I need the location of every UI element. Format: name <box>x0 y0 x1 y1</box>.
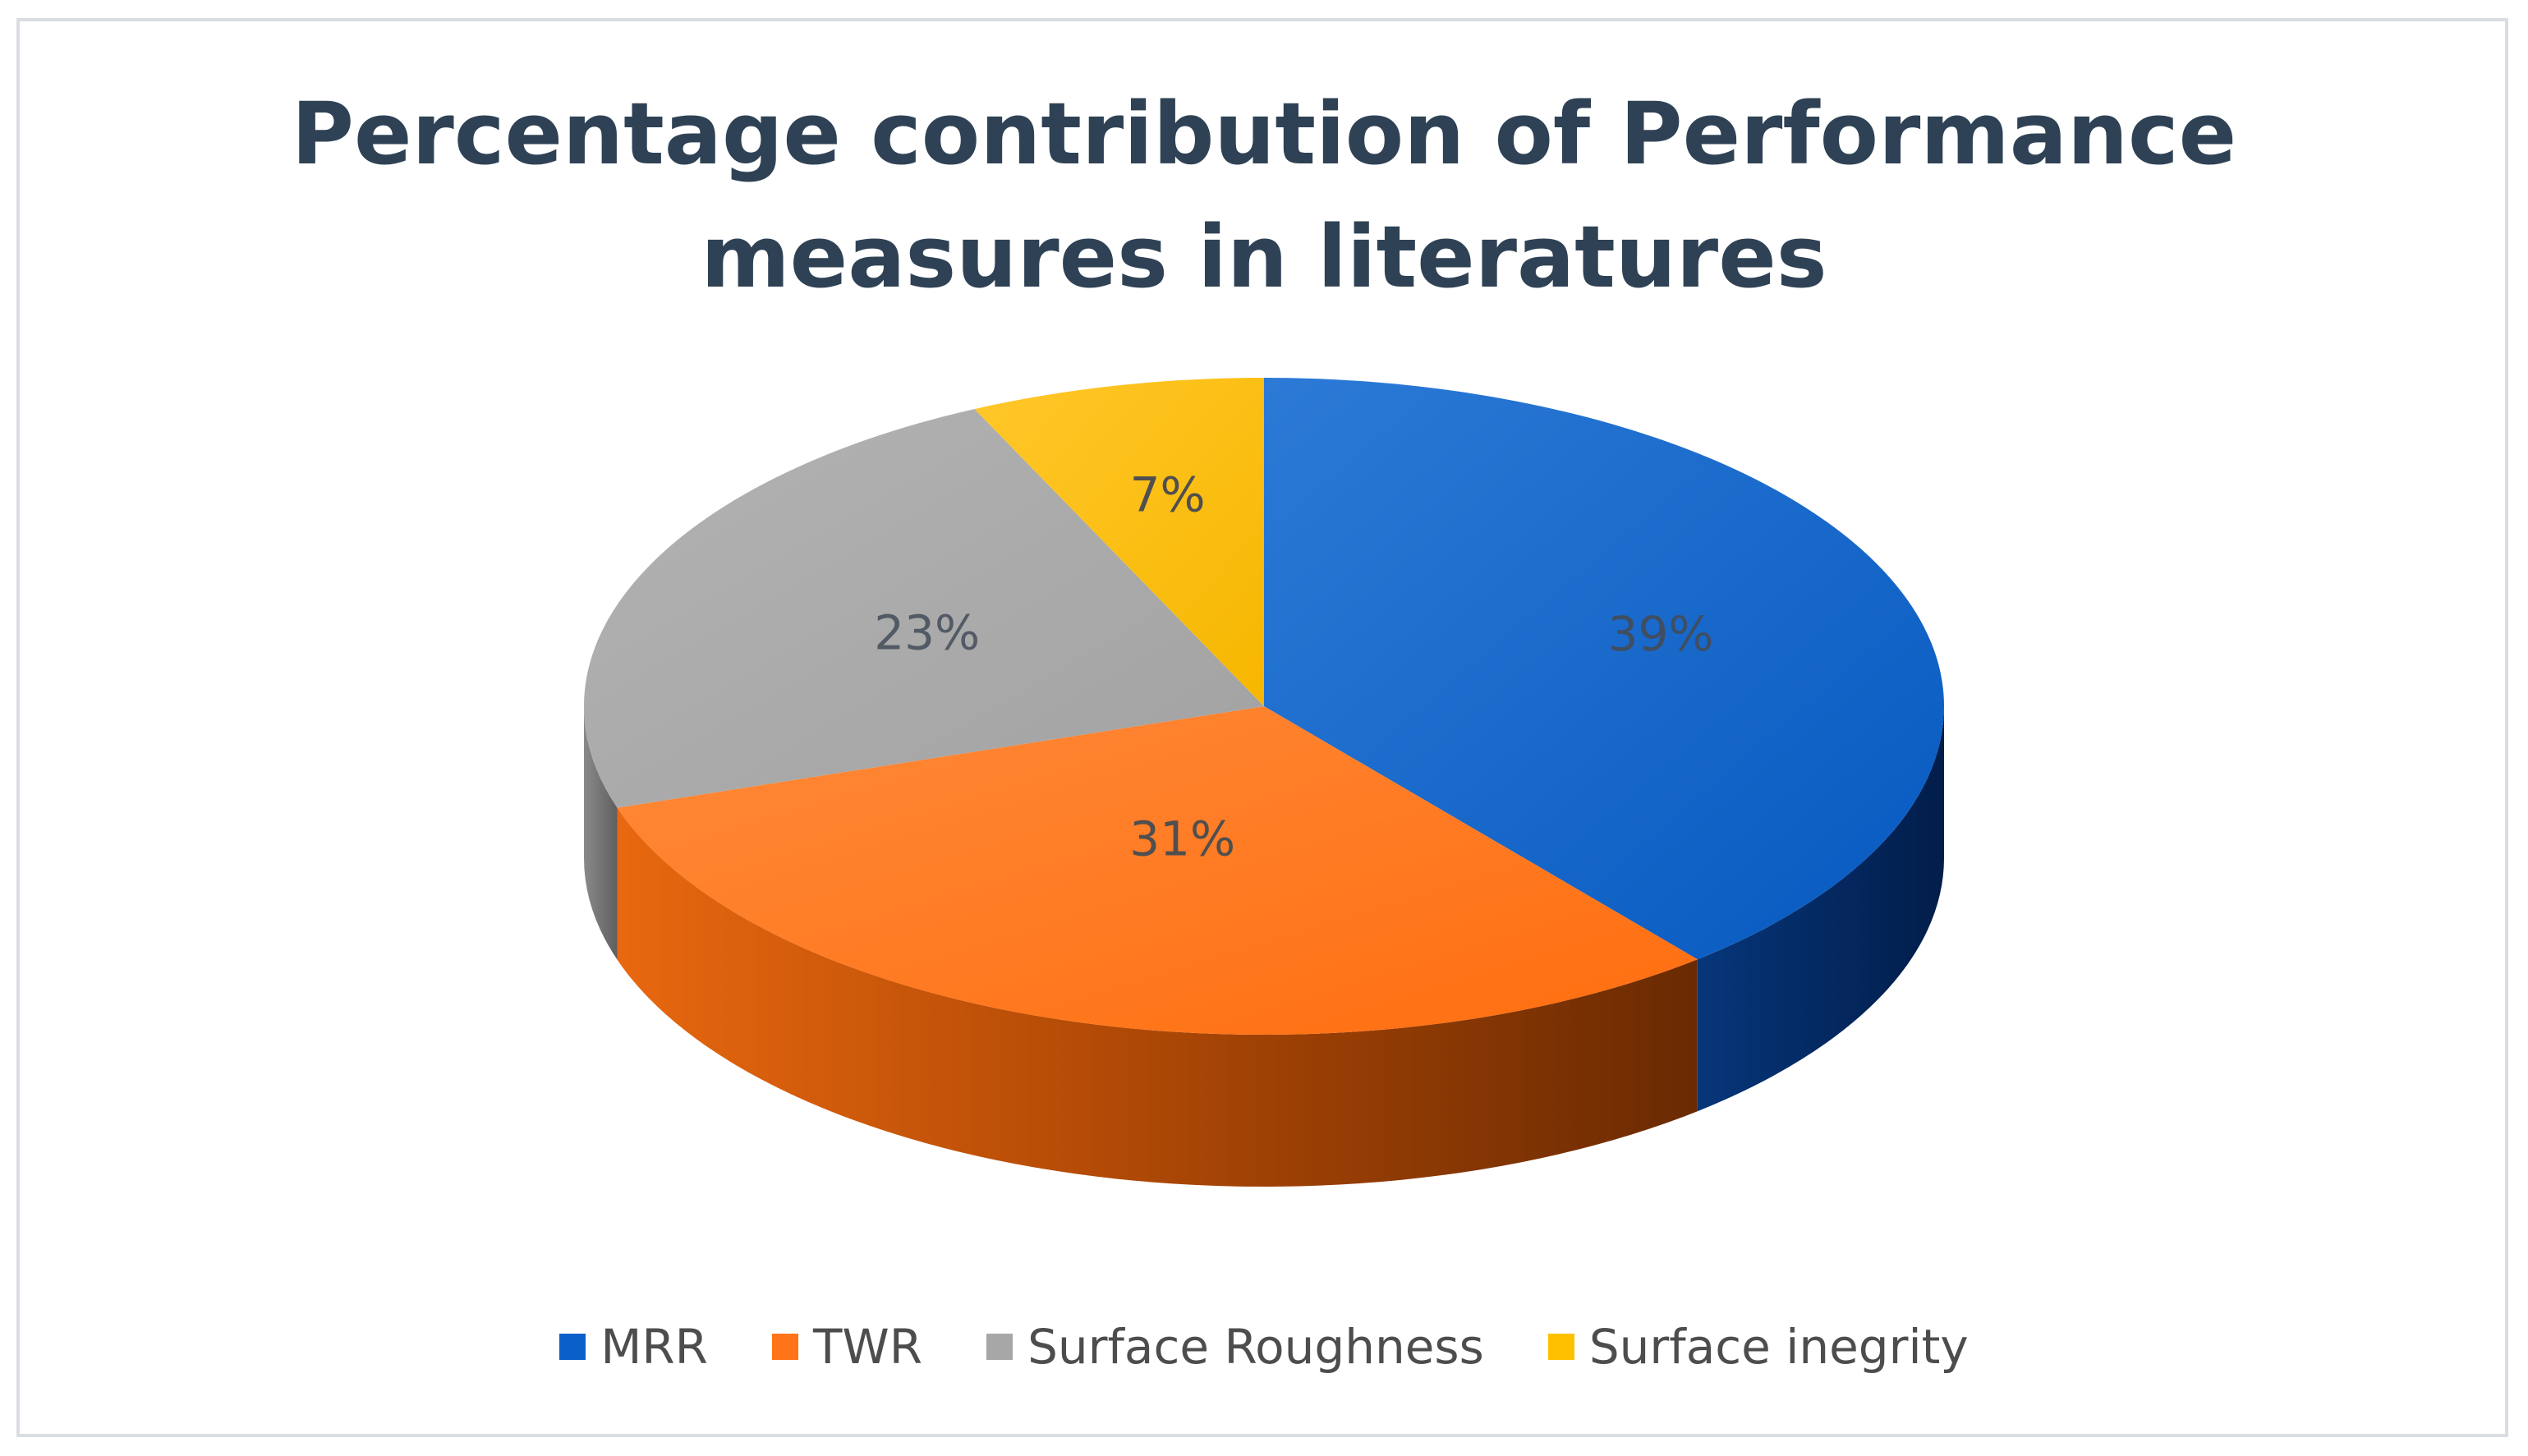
data-label-twr: 31% <box>1129 811 1235 866</box>
pie-slice-surface-inegrity <box>974 378 1264 706</box>
legend: MRR TWR Surface Roughness Surface inegrity <box>0 1314 2528 1380</box>
chart-title-line-1: Percentage contribution of Performance <box>291 84 2237 184</box>
legend-swatch-twr <box>771 1334 798 1360</box>
legend-item-surface-inegrity: Surface inegrity <box>1547 1319 1969 1375</box>
pie-slice-twr <box>617 706 1698 1035</box>
pie-tops <box>584 378 1945 1035</box>
legend-swatch-surface-roughness <box>986 1334 1013 1360</box>
pie-sides <box>584 706 1944 1187</box>
pie-slice-surface-roughness <box>584 409 1264 808</box>
pie-side-mrr <box>1697 706 1944 1112</box>
pie-side-surface-roughness <box>584 706 618 960</box>
pie-labels: 39% 31% 23% 7% <box>874 466 1713 866</box>
legend-label-twr: TWR <box>812 1319 923 1375</box>
data-label-surface-inegrity: 7% <box>1130 466 1206 522</box>
legend-label-mrr: MRR <box>600 1319 708 1375</box>
legend-label-surface-inegrity: Surface inegrity <box>1588 1319 1969 1375</box>
chart-title-line-2: measures in literatures <box>701 207 1827 307</box>
legend-item-surface-roughness: Surface Roughness <box>986 1319 1484 1375</box>
pie-side-twr <box>617 807 1698 1187</box>
legend-item-mrr: MRR <box>559 1319 708 1375</box>
pie-slice-mrr <box>1264 378 1945 960</box>
legend-swatch-mrr <box>559 1334 586 1360</box>
data-label-surface-roughness: 23% <box>874 604 980 660</box>
data-label-mrr: 39% <box>1608 606 1714 662</box>
legend-label-surface-roughness: Surface Roughness <box>1027 1319 1484 1375</box>
chart-title: Percentage contribution of Performance m… <box>0 72 2528 319</box>
legend-item-twr: TWR <box>771 1319 923 1375</box>
legend-swatch-surface-inegrity <box>1547 1334 1574 1360</box>
